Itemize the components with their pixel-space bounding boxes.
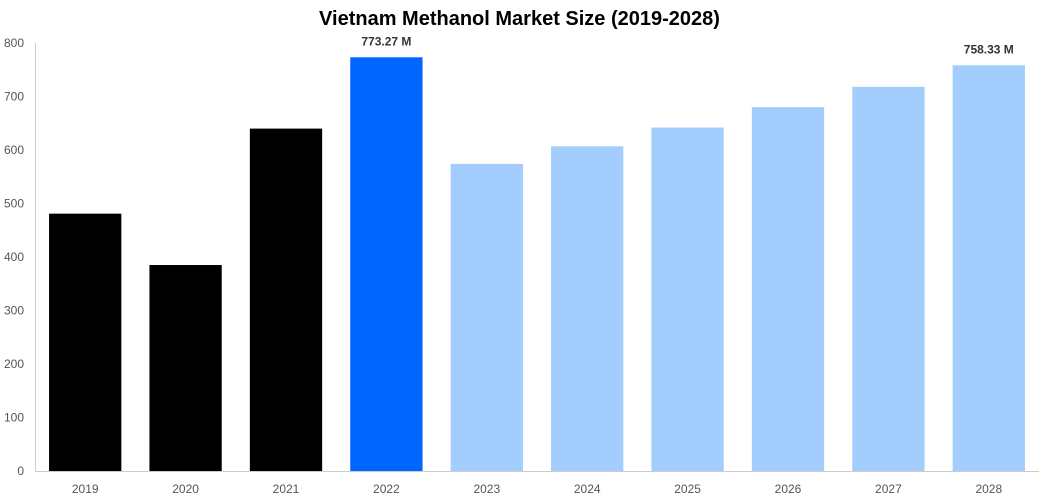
bar-2021 [249, 128, 323, 471]
x-tick-label: 2027 [875, 482, 902, 496]
bars [49, 57, 1025, 472]
bar-2025 [651, 127, 724, 471]
bar-2024 [551, 146, 624, 471]
y-tick-label: 600 [4, 143, 24, 157]
x-tick-label: 2022 [373, 482, 400, 496]
bar-2023 [450, 163, 523, 471]
y-tick-label: 300 [4, 304, 24, 318]
y-tick-label: 400 [4, 250, 24, 264]
data-label-2022: 773.27 M [361, 34, 411, 48]
x-tick-label: 2023 [473, 482, 500, 496]
bar-2028 [952, 65, 1025, 471]
y-tick-label: 700 [4, 90, 24, 104]
y-tick-label: 500 [4, 197, 24, 211]
x-tick-label: 2025 [674, 482, 701, 496]
bar-2022 [350, 57, 423, 472]
x-tick-label: 2028 [975, 482, 1002, 496]
y-tick-label: 0 [17, 464, 24, 478]
chart-title: Vietnam Methanol Market Size (2019-2028) [319, 8, 720, 30]
x-axis-ticks: 2019 2020 2021 2022 2023 2024 2025 2026 2027 2028 [72, 482, 1003, 496]
y-tick-label: 100 [4, 411, 24, 425]
x-tick-label: 2026 [775, 482, 802, 496]
y-axis-ticks: 0 100 200 300 400 500 600 700 800 [4, 36, 24, 478]
bar-2019 [49, 213, 122, 472]
x-tick-label: 2019 [72, 482, 99, 496]
bar-2026 [751, 107, 825, 471]
data-label-2028: 758.33 M [964, 42, 1014, 56]
y-tick-label: 800 [4, 36, 24, 50]
bar-2027 [852, 86, 925, 472]
data-labels: 773.27 M 758.33 M [361, 34, 1013, 56]
y-tick-label: 200 [4, 357, 24, 371]
x-tick-label: 2024 [574, 482, 601, 496]
bar-2020 [149, 265, 222, 471]
x-tick-label: 2021 [273, 482, 300, 496]
x-tick-label: 2020 [172, 482, 199, 496]
